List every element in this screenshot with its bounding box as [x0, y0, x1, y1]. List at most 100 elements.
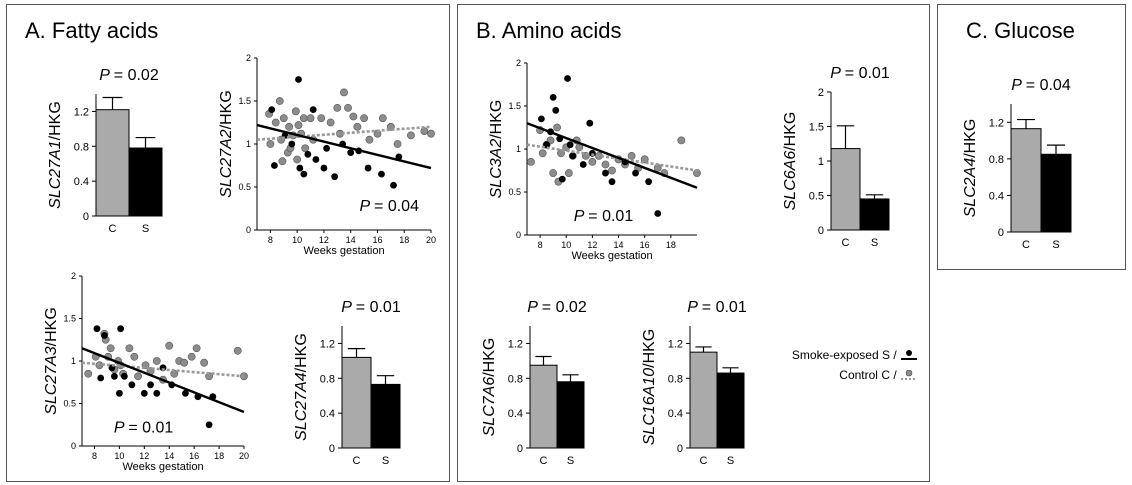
x-tick-label: 20	[239, 451, 249, 461]
y-tick-label: 0	[83, 211, 89, 223]
control-point	[293, 155, 302, 164]
x-tick-label: S	[567, 455, 574, 467]
chart-slc27a1: 0 0.4 0.8 1.2 C S SLC27A1/HKG P = 0.02	[40, 58, 170, 236]
smoke-point	[537, 115, 545, 123]
y-tick-label: 0	[517, 443, 523, 455]
p-value: P = 0.02	[99, 67, 159, 84]
x-tick-label: C	[700, 455, 708, 467]
legend-label-smoke: Smoke-exposed	[791, 348, 879, 362]
y-tick-label: 0	[998, 227, 1004, 239]
control-point	[275, 97, 284, 105]
y-tick-label: 0	[818, 225, 824, 237]
x-tick-label: 14	[164, 451, 174, 461]
x-axis-label: Weeks gestation	[122, 461, 203, 473]
smoke-point	[552, 106, 560, 114]
y-tick-label: 2	[818, 87, 824, 99]
x-axis-label: Weeks gestation	[571, 250, 652, 262]
control-point	[393, 140, 402, 148]
y-tick-label: 1	[818, 156, 824, 168]
y-tick-label: 1.2	[989, 117, 1004, 129]
control-point	[317, 114, 326, 123]
control-point	[192, 344, 201, 353]
y-axis-label: SLC27A4/HKG	[293, 333, 310, 441]
smoke-point	[97, 374, 105, 382]
control-point	[340, 88, 348, 97]
y-tick-label: 1.2	[74, 106, 89, 118]
y-tick-label: 0.5	[63, 399, 76, 409]
x-tick-label: S	[727, 455, 734, 467]
x-tick-label: 10	[114, 451, 124, 461]
smoke-point	[579, 161, 587, 168]
x-tick-label: 8	[92, 451, 97, 461]
control-point	[84, 369, 93, 378]
smoke-point	[288, 140, 296, 148]
smoke-point	[549, 94, 557, 101]
control-point	[180, 358, 189, 367]
bar-c	[689, 351, 718, 449]
chart-slc7a6: 0 0.4 0.8 1.2 C S SLC7A6/HKG P = 0.02	[470, 282, 590, 468]
control-point	[557, 149, 565, 158]
legend-swatch-control	[901, 369, 917, 380]
chart-svg: 0 0.4 0.8 1.2 C S SLC27A4/HKG P = 0.01	[293, 299, 401, 467]
panel-title-glucose: C. Glucose	[966, 18, 1075, 44]
control-point	[187, 352, 196, 361]
smoke-point	[115, 389, 123, 397]
p-value: P = 0.02	[527, 299, 587, 316]
y-tick-label: 1	[71, 356, 76, 366]
control-point	[564, 169, 573, 177]
y-tick-label: 0	[677, 443, 683, 455]
x-tick-label: 18	[399, 235, 409, 245]
smoke-point	[120, 372, 128, 380]
chart-slc6a6: 0 0.5 1 1.5 2 C S SLC6A6/HKG P = 0.01	[775, 65, 900, 250]
x-tick-label: 16	[372, 235, 382, 245]
x-tick-label: 10	[561, 240, 571, 250]
control-point	[240, 372, 248, 381]
bar-s	[556, 381, 585, 449]
smoke-point	[390, 181, 397, 189]
chart-slc3a2: 0 0.5 1 1.5 2 8 10 12 14 16 18 Weeks gestation SLC3A…	[483, 57, 701, 267]
smoke-point	[295, 76, 302, 83]
smoke-point	[268, 106, 276, 113]
panel-name: Glucose	[994, 18, 1075, 43]
chart-svg: 0 0.5 1 1.5 2 8 10 12 14 16 18 20 Weeks gestation SLC…	[218, 53, 436, 257]
control-point	[677, 136, 686, 145]
y-tick-label: 0.5	[238, 182, 251, 192]
y-tick-label: 0.8	[320, 373, 335, 385]
control-point	[365, 135, 374, 144]
chart-slc27a3: 0 0.5 1 1.5 2 8 10 12 14 16 18 20 Weeks gestation SLC…	[36, 270, 249, 482]
p-value: P = 0.01	[574, 208, 634, 225]
panel-title-amino-acids: B. Amino acids	[476, 18, 622, 44]
chart-svg: 0 0.4 0.8 1.2 C S SLC7A6/HKG P = 0.02	[481, 299, 587, 467]
control-point	[266, 140, 275, 148]
control-point	[278, 157, 287, 166]
smoke-point	[564, 75, 571, 82]
p-value: P = 0.01	[341, 299, 401, 316]
bar-s	[716, 372, 745, 449]
p-value: P = 0.01	[830, 65, 890, 82]
panel-title-fatty-acids: A. Fatty acids	[25, 18, 158, 44]
y-tick-label: 1.5	[63, 314, 76, 324]
control-point	[333, 103, 342, 112]
smoke-trendline	[256, 123, 432, 170]
bar-c	[95, 109, 130, 217]
control-point	[299, 114, 308, 123]
control-point	[285, 122, 294, 131]
control-trendline	[526, 143, 698, 172]
x-tick-label: S	[142, 223, 149, 235]
chart-slc27a2: 0 0.5 1 1.5 2 8 10 12 14 16 18 20 Weeks gestation SLC…	[205, 52, 437, 268]
control-point	[233, 346, 242, 355]
x-tick-label: 14	[614, 240, 624, 250]
control-point	[271, 118, 280, 127]
panel-name: Fatty acids	[51, 18, 159, 43]
chart-svg: 0 0.5 1 1.5 2 8 10 12 14 16 18 20 Weeks gestation SLC…	[43, 271, 249, 473]
control-point	[549, 169, 558, 177]
smoke-point	[304, 150, 312, 158]
smoke-point	[93, 325, 101, 333]
y-axis-label: SLC27A3/HKG	[43, 307, 60, 415]
y-tick-label: 0.5	[508, 187, 521, 197]
legend: Smoke-exposed S / Control C /	[768, 348, 918, 390]
x-tick-label: C	[842, 237, 850, 249]
smoke-point	[569, 152, 577, 160]
x-tick-label: 10	[292, 235, 302, 245]
smoke-point	[111, 372, 118, 380]
